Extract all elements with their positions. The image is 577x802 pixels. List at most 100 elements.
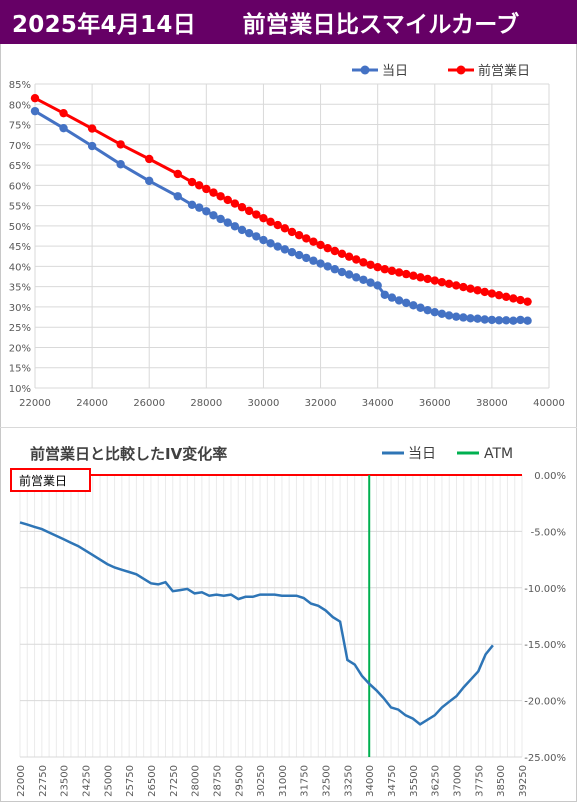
- x-tick-label: 31000: [278, 765, 289, 797]
- x-tick-label: 30000: [248, 398, 280, 409]
- x-tick-label: 24000: [76, 398, 108, 409]
- data-point: [423, 305, 432, 315]
- data-point: [444, 279, 454, 289]
- data-point: [59, 123, 68, 133]
- y-tick-label: 70%: [9, 141, 31, 152]
- data-point: [352, 255, 361, 264]
- data-point: [494, 290, 504, 300]
- data-point: [373, 281, 382, 290]
- data-point: [416, 303, 425, 312]
- data-point: [330, 246, 340, 256]
- data-point: [273, 242, 282, 251]
- y-tick-label: 25%: [9, 323, 31, 334]
- data-point: [259, 213, 268, 223]
- y-tick-label: 30%: [9, 303, 31, 314]
- data-point: [259, 235, 268, 245]
- legend-swatch-marker: [456, 65, 466, 75]
- data-point: [366, 278, 375, 287]
- data-point: [430, 308, 439, 317]
- x-tick-label: 29500: [234, 765, 245, 797]
- data-point: [202, 207, 211, 216]
- data-point: [302, 234, 311, 243]
- data-point: [359, 258, 368, 267]
- y-tick-label: 10%: [9, 384, 31, 395]
- legend-label: 前営業日: [478, 63, 530, 79]
- y-tick-label: 35%: [9, 283, 31, 294]
- data-point: [344, 270, 354, 279]
- data-point: [380, 265, 390, 274]
- baseline-label-box: [10, 468, 91, 492]
- data-point: [252, 232, 261, 241]
- y-tick-label: 80%: [9, 100, 31, 111]
- series-line: [34, 109, 528, 323]
- baseline-label: 前営業日: [19, 473, 67, 488]
- data-point: [316, 240, 325, 250]
- x-tick-label: 28000: [191, 765, 202, 797]
- data-point: [252, 210, 261, 219]
- data-point: [509, 316, 518, 325]
- x-tick-label: 23500: [60, 765, 71, 797]
- data-point: [437, 278, 447, 287]
- series-line: [34, 96, 528, 304]
- data-point: [516, 315, 525, 325]
- x-tick-label: 22000: [19, 398, 51, 409]
- y-tick-label: 60%: [9, 181, 31, 192]
- data-point: [316, 259, 325, 268]
- x-tick-label: 34000: [362, 398, 394, 409]
- data-point: [409, 301, 418, 310]
- x-tick-label: 36250: [431, 765, 442, 797]
- data-point: [416, 273, 425, 282]
- data-point: [352, 273, 361, 282]
- data-point: [380, 290, 390, 299]
- data-point: [523, 297, 532, 306]
- x-tick-label: 33250: [343, 765, 354, 797]
- data-point: [223, 195, 232, 205]
- data-point: [473, 286, 482, 295]
- y-tick-label: -10.00%: [524, 584, 566, 595]
- data-point: [466, 284, 475, 293]
- x-tick-label: 38500: [496, 765, 507, 797]
- data-point: [266, 217, 275, 227]
- x-tick-label: 28750: [212, 765, 223, 797]
- data-point: [373, 263, 382, 272]
- data-point: [394, 268, 404, 277]
- data-point: [209, 211, 218, 220]
- data-point: [337, 249, 347, 259]
- y-tick-label: -5.00%: [531, 527, 566, 538]
- x-tick-label: 36000: [419, 398, 451, 409]
- x-tick-label: 26000: [133, 398, 165, 409]
- data-point: [230, 199, 240, 208]
- data-point: [216, 214, 225, 224]
- header-bar: 2025年4月14日 前営業日比スマイルカーブ: [0, 0, 577, 44]
- series-line: [19, 521, 494, 726]
- data-point: [366, 260, 375, 269]
- data-point: [444, 311, 454, 320]
- data-point: [387, 266, 397, 276]
- x-tick-label: 37000: [453, 765, 464, 797]
- x-tick-label: 24250: [82, 765, 93, 797]
- data-point: [187, 177, 197, 187]
- legend-label: ATM: [484, 446, 513, 462]
- data-point: [145, 154, 154, 164]
- data-point: [523, 316, 532, 325]
- data-point: [394, 296, 404, 305]
- x-tick-label: 38000: [476, 398, 508, 409]
- x-tick-label: 22000: [16, 765, 27, 797]
- x-tick-label: 34000: [365, 765, 376, 797]
- x-tick-label: 26500: [147, 765, 158, 797]
- y-tick-label: 65%: [9, 161, 31, 172]
- x-tick-label: 22750: [38, 765, 49, 797]
- y-tick-label: -15.00%: [524, 640, 566, 651]
- x-tick-label: 30250: [256, 765, 267, 797]
- x-tick-label: 25750: [125, 765, 136, 797]
- data-point: [344, 252, 354, 261]
- data-point: [273, 220, 282, 230]
- data-point: [230, 222, 240, 231]
- y-tick-label: -25.00%: [524, 753, 566, 764]
- data-point: [466, 314, 475, 323]
- data-point: [237, 203, 247, 212]
- data-point: [194, 203, 204, 212]
- data-point: [244, 206, 254, 216]
- y-tick-label: 40%: [9, 262, 31, 273]
- data-point: [294, 250, 304, 260]
